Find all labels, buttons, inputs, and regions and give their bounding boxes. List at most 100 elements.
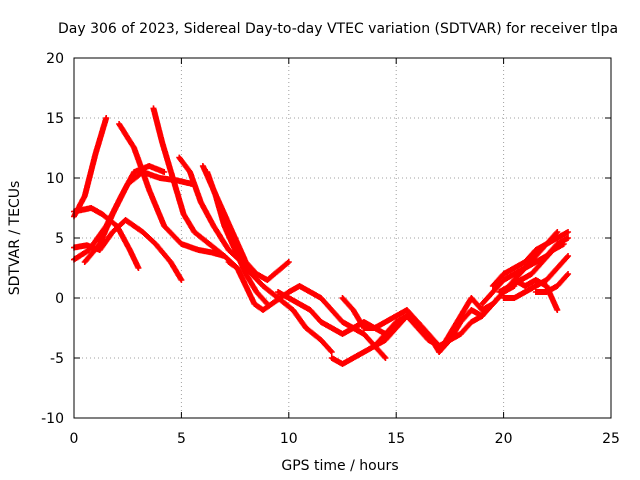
data-point	[556, 236, 559, 240]
data-point	[373, 344, 376, 348]
data-point	[255, 272, 258, 276]
data-point	[163, 170, 166, 174]
data-point	[470, 308, 473, 312]
data-point	[352, 326, 355, 330]
data-point	[163, 224, 166, 228]
series-arc-12	[242, 265, 335, 355]
data-point	[395, 326, 398, 330]
series-arc-7	[150, 105, 241, 271]
data-point	[534, 260, 538, 264]
data-point	[208, 242, 211, 246]
data-point	[255, 290, 258, 294]
data-point	[330, 326, 333, 330]
chart-title: Day 306 of 2023, Sidereal Day-to-day VTE…	[58, 21, 618, 37]
data-point	[180, 242, 183, 246]
data-point	[188, 170, 192, 174]
data-point	[502, 296, 505, 300]
data-point	[276, 296, 280, 300]
data-point	[341, 320, 344, 324]
data-series	[71, 105, 572, 367]
y-tick-label: 20	[46, 51, 64, 67]
data-point	[171, 176, 175, 180]
data-point	[244, 272, 248, 276]
data-point	[309, 308, 312, 312]
data-point	[513, 266, 516, 270]
data-point	[491, 290, 495, 294]
data-point	[523, 260, 527, 264]
data-point	[83, 194, 86, 198]
x-tick-label: 0	[70, 431, 79, 447]
data-point	[545, 290, 548, 294]
data-point	[244, 266, 248, 270]
data-point	[89, 206, 93, 210]
data-point	[523, 284, 527, 288]
data-point	[534, 248, 538, 252]
y-tick-label: -5	[50, 351, 64, 367]
data-point	[416, 320, 419, 324]
data-point	[182, 212, 185, 216]
data-point	[201, 164, 205, 168]
data-point	[147, 164, 151, 168]
data-point	[105, 116, 108, 120]
data-point	[132, 146, 136, 150]
data-point	[169, 260, 172, 264]
data-point	[330, 308, 333, 312]
series-arc-25	[532, 271, 572, 295]
data-point	[470, 320, 473, 324]
series-arc-24	[511, 277, 561, 313]
data-point	[395, 320, 398, 324]
data-point	[534, 278, 538, 282]
data-point	[470, 296, 473, 300]
data-point	[513, 272, 516, 276]
data-point	[287, 290, 290, 294]
y-tick-label: 5	[55, 231, 64, 247]
x-tick-label: 10	[280, 431, 298, 447]
data-point	[341, 296, 344, 300]
data-point	[98, 242, 101, 246]
data-point	[530, 272, 533, 276]
data-point	[205, 170, 209, 174]
data-point	[261, 308, 265, 312]
data-point	[491, 302, 495, 306]
data-point	[384, 320, 387, 324]
data-point	[132, 170, 136, 174]
y-tick-label: 10	[46, 171, 64, 187]
data-point	[98, 248, 101, 252]
data-point	[416, 326, 419, 330]
x-axis-ticks: 0 5 10 15 20 25	[70, 58, 620, 447]
data-point	[566, 254, 570, 258]
data-point	[384, 356, 387, 360]
data-point	[513, 296, 516, 300]
series-arc-2	[71, 205, 142, 271]
data-point	[556, 284, 559, 288]
data-point	[137, 266, 140, 270]
data-point	[352, 356, 355, 360]
data-point	[83, 260, 86, 264]
data-point	[330, 356, 333, 360]
data-point	[427, 332, 430, 336]
data-point	[291, 308, 295, 312]
data-point	[459, 332, 462, 336]
data-point	[491, 284, 495, 288]
data-point	[178, 156, 181, 159]
y-axis-label: SDTVAR / TECUs	[7, 181, 23, 296]
data-point	[480, 302, 484, 306]
data-point	[480, 308, 484, 312]
data-point	[244, 260, 248, 264]
data-point	[117, 122, 121, 126]
data-point	[147, 188, 151, 192]
data-point	[87, 248, 91, 252]
data-point	[523, 266, 527, 270]
data-point	[341, 362, 344, 366]
y-tick-label: 0	[55, 291, 64, 307]
data-point	[227, 248, 230, 252]
x-tick-label: 20	[495, 431, 513, 447]
data-point	[502, 278, 505, 282]
data-point	[85, 244, 89, 247]
data-point	[94, 152, 97, 156]
data-point	[270, 302, 273, 306]
data-point	[534, 254, 538, 258]
data-point	[566, 236, 570, 240]
data-point	[227, 260, 230, 264]
